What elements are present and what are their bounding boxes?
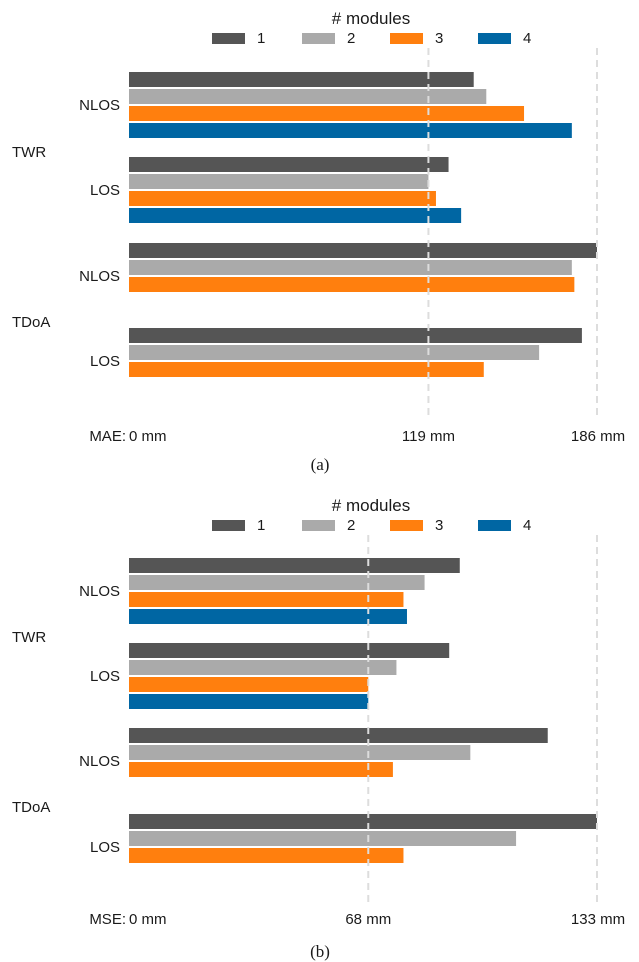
legend-label-4: 4 [523, 30, 531, 47]
legend-label-2: 2 [347, 517, 355, 534]
axis-prefix: MSE: [89, 911, 126, 928]
legend: # modules 1 2 3 4 [212, 9, 531, 47]
subgroup-tdoa-nlos: NLOS [79, 243, 597, 292]
legend-label-2: 2 [347, 30, 355, 47]
subgroup-label: NLOS [79, 753, 120, 770]
legend-swatch-2 [302, 520, 335, 531]
chart-panel-b: # modules 1 2 3 4 NLOS LOS TWR NLOS LOS TDoA MSE: 0 … [12, 496, 625, 961]
legend-title: # modules [332, 9, 410, 28]
legend-swatch-4 [478, 520, 511, 531]
bar-tdoa-nlos-series-3 [129, 762, 393, 777]
subgroup-twr-nlos: NLOS [79, 558, 460, 624]
subgroup-label: NLOS [79, 583, 120, 600]
legend-title: # modules [332, 496, 410, 515]
subgroup-tdoa-nlos: NLOS [79, 728, 548, 777]
bar-twr-los-series-1 [129, 643, 450, 658]
bar-twr-nlos-series-3 [129, 106, 525, 121]
bar-tdoa-nlos-series-2 [129, 260, 572, 275]
chart-panel-a: # modules 1 2 3 4 NLOS LOS TWR NLOS LOS TDoA MAE: 0 … [12, 9, 625, 474]
subgroup-twr-los: LOS [90, 157, 462, 223]
tick-label-133: 133 mm [571, 911, 625, 928]
subgroup-twr-nlos: NLOS [79, 72, 572, 138]
bar-twr-los-series-2 [129, 174, 429, 189]
group-label-tdoa: TDoA [12, 314, 50, 331]
legend-swatch-3 [390, 33, 423, 44]
subgroup-label: LOS [90, 182, 120, 199]
legend-label-1: 1 [257, 30, 265, 47]
bar-tdoa-nlos-series-3 [129, 277, 575, 292]
bar-tdoa-los-series-1 [129, 328, 582, 343]
bar-tdoa-nlos-series-1 [129, 728, 548, 743]
group-label-tdoa: TDoA [12, 799, 50, 816]
subgroup-tdoa-los: LOS [90, 814, 597, 863]
bar-twr-los-series-3 [129, 191, 436, 206]
caption: (a) [311, 455, 330, 474]
caption: (b) [310, 942, 330, 961]
bar-tdoa-los-series-3 [129, 848, 404, 863]
tick-label-0: 0 mm [129, 428, 167, 445]
group-label-twr: TWR [12, 629, 46, 646]
bar-twr-los-series-4 [129, 208, 462, 223]
bar-twr-nlos-series-2 [129, 575, 425, 590]
legend: # modules 1 2 3 4 [212, 496, 531, 534]
subgroup-label: LOS [90, 839, 120, 856]
tick-label-186: 186 mm [571, 428, 625, 445]
bar-twr-los-series-3 [129, 677, 369, 692]
subgroup-twr-los: LOS [90, 643, 450, 709]
bar-twr-los-series-2 [129, 660, 397, 675]
bar-tdoa-los-series-2 [129, 345, 540, 360]
bar-twr-nlos-series-3 [129, 592, 404, 607]
subgroup-label: LOS [90, 353, 120, 370]
bar-twr-nlos-series-4 [129, 609, 407, 624]
bar-tdoa-nlos-series-2 [129, 745, 471, 760]
subgroup-label: NLOS [79, 97, 120, 114]
subgroup-tdoa-los: LOS [90, 328, 582, 377]
bar-twr-los-series-1 [129, 157, 449, 172]
bar-twr-nlos-series-1 [129, 558, 460, 573]
tick-label-119: 119 mm [402, 428, 455, 445]
bar-tdoa-los-series-1 [129, 814, 597, 829]
bar-twr-nlos-series-2 [129, 89, 487, 104]
bar-twr-los-series-4 [129, 694, 369, 709]
legend-swatch-4 [478, 33, 511, 44]
axis-prefix: MAE: [89, 428, 126, 445]
legend-label-1: 1 [257, 517, 265, 534]
bar-twr-nlos-series-4 [129, 123, 572, 138]
bar-tdoa-los-series-3 [129, 362, 484, 377]
subgroup-label: NLOS [79, 268, 120, 285]
bar-tdoa-los-series-2 [129, 831, 517, 846]
legend-swatch-2 [302, 33, 335, 44]
legend-swatch-3 [390, 520, 423, 531]
group-label-twr: TWR [12, 144, 46, 161]
legend-label-3: 3 [435, 517, 443, 534]
legend-label-4: 4 [523, 517, 531, 534]
subgroup-label: LOS [90, 668, 120, 685]
bar-twr-nlos-series-1 [129, 72, 474, 87]
legend-swatch-1 [212, 33, 245, 44]
bar-tdoa-nlos-series-1 [129, 243, 597, 258]
tick-label-68: 68 mm [345, 911, 391, 928]
tick-label-0: 0 mm [129, 911, 167, 928]
legend-swatch-1 [212, 520, 245, 531]
legend-label-3: 3 [435, 30, 443, 47]
